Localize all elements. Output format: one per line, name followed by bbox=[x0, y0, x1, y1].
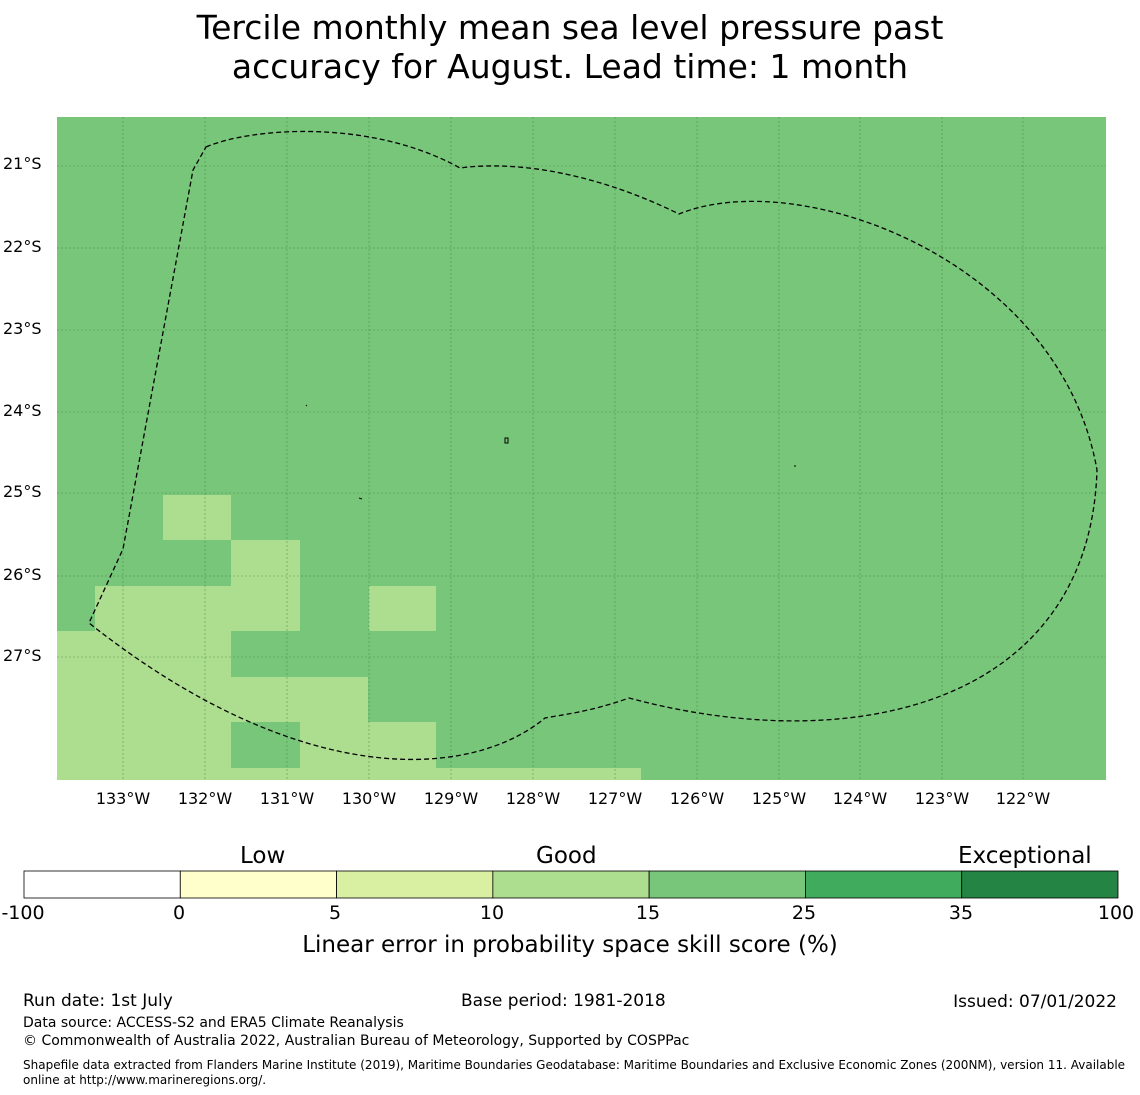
colorbar-tick: 5 bbox=[328, 902, 342, 924]
colorbar-tick: 0 bbox=[172, 902, 186, 924]
base-period: Base period: 1981-2018 bbox=[461, 991, 666, 1011]
copyright: © Commonwealth of Australia 2022, Austra… bbox=[23, 1033, 690, 1049]
lon-label: 127°W bbox=[587, 789, 643, 808]
skill-cell bbox=[300, 722, 436, 768]
title-line-1: Tercile monthly mean sea level pressure … bbox=[196, 8, 944, 47]
skill-cell bbox=[57, 677, 368, 722]
colorbar-tick: 100 bbox=[1097, 902, 1135, 924]
skill-cell bbox=[95, 586, 300, 631]
island-mark bbox=[305, 404, 308, 407]
eez-boundary bbox=[88, 130, 1098, 761]
category-exceptional: Exceptional bbox=[958, 843, 1092, 869]
colorbar-segment bbox=[805, 870, 963, 899]
skill-map bbox=[57, 117, 1106, 780]
lat-label: 22°S bbox=[3, 237, 42, 256]
lon-label: 128°W bbox=[505, 789, 561, 808]
run-date: Run date: 1st July bbox=[23, 991, 173, 1011]
lon-label: 131°W bbox=[259, 789, 315, 808]
lon-label: 132°W bbox=[177, 789, 233, 808]
island-mark bbox=[358, 497, 363, 500]
lon-label: 129°W bbox=[423, 789, 479, 808]
colorbar-segment bbox=[336, 870, 494, 899]
skill-cell bbox=[369, 586, 436, 631]
colorbar-segment bbox=[961, 870, 1119, 899]
lat-label: 21°S bbox=[3, 154, 42, 173]
colorbar-segment bbox=[179, 870, 337, 899]
skill-cell bbox=[57, 631, 231, 677]
lon-label: 122°W bbox=[995, 789, 1051, 808]
lon-label: 126°W bbox=[669, 789, 725, 808]
skill-cell bbox=[163, 495, 231, 540]
lat-label: 26°S bbox=[3, 565, 42, 584]
skill-cell bbox=[57, 722, 231, 768]
lon-label: 133°W bbox=[95, 789, 151, 808]
lat-label: 24°S bbox=[3, 401, 42, 420]
colorbar-segment bbox=[492, 870, 650, 899]
lat-label: 27°S bbox=[3, 646, 42, 665]
colorbar-tick: 15 bbox=[635, 902, 661, 924]
category-low: Low bbox=[240, 843, 286, 869]
issued-date: Issued: 07/01/2022 bbox=[953, 992, 1117, 1012]
category-good: Good bbox=[536, 843, 597, 869]
lon-label: 125°W bbox=[751, 789, 807, 808]
colorbar-segment bbox=[23, 870, 181, 899]
lon-label: 123°W bbox=[914, 789, 970, 808]
island-mark bbox=[504, 437, 509, 444]
skill-cells bbox=[57, 117, 1106, 780]
lat-label: 23°S bbox=[3, 319, 42, 338]
gridlines bbox=[57, 117, 1106, 780]
title-line-2: accuracy for August. Lead time: 1 month bbox=[231, 47, 909, 86]
lon-label: 124°W bbox=[832, 789, 888, 808]
lon-label: 130°W bbox=[341, 789, 397, 808]
skill-cell bbox=[57, 768, 641, 780]
skill-cell-background bbox=[57, 117, 1106, 780]
colorbar-label: Linear error in probability space skill … bbox=[302, 932, 838, 958]
islands bbox=[305, 404, 796, 500]
data-source: Data source: ACCESS-S2 and ERA5 Climate … bbox=[23, 1015, 404, 1031]
colorbar-tick: 35 bbox=[948, 902, 974, 924]
shapefile-credit: Shapefile data extracted from Flanders M… bbox=[23, 1058, 1126, 1087]
colorbar-tick: -100 bbox=[1, 902, 45, 924]
skill-cell bbox=[231, 540, 300, 586]
colorbar-tick: 10 bbox=[479, 902, 505, 924]
lat-label: 25°S bbox=[3, 482, 42, 501]
map-title: Tercile monthly mean sea level pressure … bbox=[0, 8, 1140, 86]
colorbar-segment bbox=[648, 870, 806, 899]
colorbar bbox=[23, 870, 1119, 899]
colorbar-tick: 25 bbox=[791, 902, 817, 924]
